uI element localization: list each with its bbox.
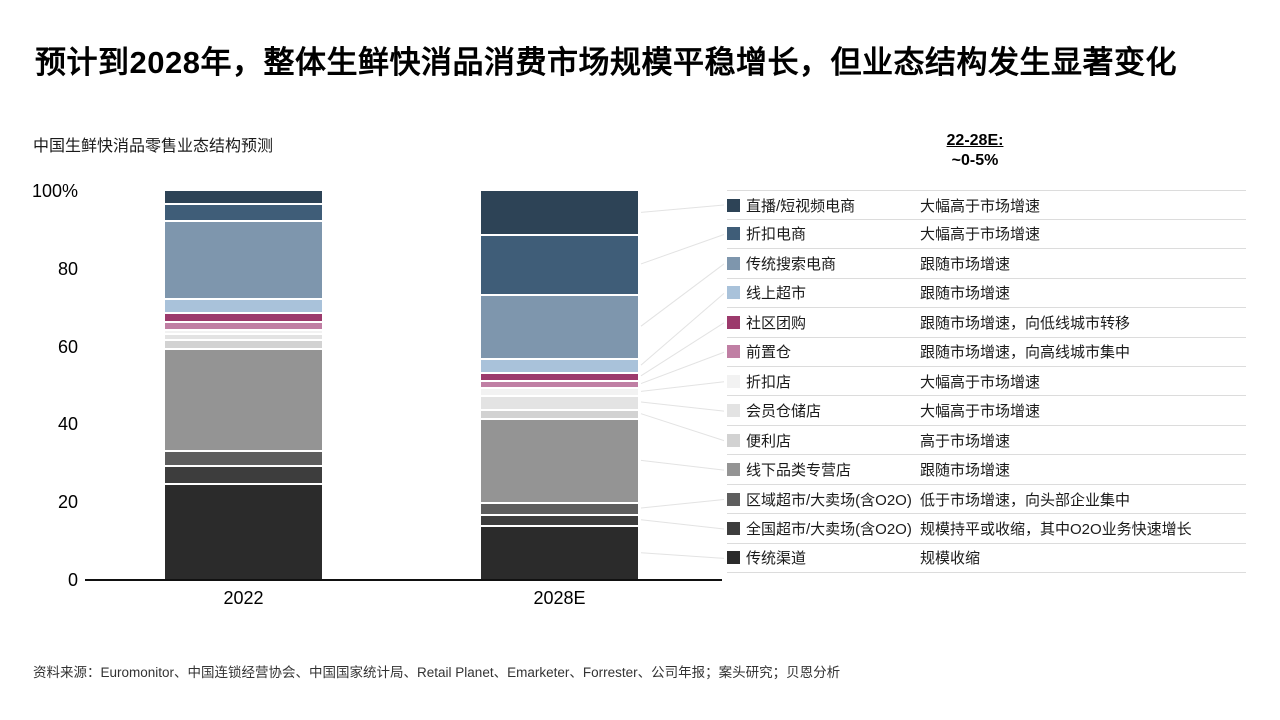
legend-swatch (727, 198, 740, 212)
legend-row: 前置仓 跟随市场增速，向高线城市集中 (727, 338, 1246, 367)
legend-growth-note: 大幅高于市场增速 (920, 403, 1041, 421)
legend-label: 直播/短视频电商 (746, 197, 856, 215)
legend-row: 直播/短视频电商 大幅高于市场增速 (727, 190, 1246, 220)
legend-row: 会员仓储店 大幅高于市场增速 (727, 396, 1246, 426)
bar-segment (165, 332, 322, 339)
y-tick-label: 80 (57, 258, 78, 279)
growth-note-label: 22-28E: (946, 132, 1004, 149)
legend-growth-note: 规模收缩 (920, 550, 981, 568)
bar-segment (165, 338, 322, 349)
bar-segment (481, 233, 638, 295)
y-tick-label: 20 (57, 492, 78, 513)
legend-growth-note: 大幅高于市场增速 (920, 197, 1041, 215)
legend-swatch (727, 463, 740, 477)
legend-swatch (727, 404, 740, 418)
bar-segment (481, 191, 638, 234)
x-axis-label: 2028E (533, 588, 586, 608)
bar-segment (481, 502, 638, 514)
legend-row: 折扣电商 大幅高于市场增速 (727, 220, 1246, 250)
legend-label: 前置仓 (746, 344, 792, 362)
bar-segment (481, 525, 638, 580)
legend-swatch (727, 256, 740, 270)
bar-segment (165, 202, 322, 221)
chart-subtitle: 中国生鲜快消品零售业态结构预测 (33, 138, 274, 155)
bar-segment (165, 297, 322, 312)
legend-row: 折扣店 大幅高于市场增速 (727, 367, 1246, 397)
bar-2022 (165, 191, 322, 580)
legend-growth-note: 大幅高于市场增速 (920, 226, 1041, 244)
legend-label: 折扣店 (746, 373, 792, 391)
legend-swatch (727, 374, 740, 388)
legend-swatch (727, 551, 740, 565)
legend-label: 便利店 (746, 432, 792, 450)
bar-segment (481, 408, 638, 419)
legend-label: 折扣电商 (746, 226, 807, 244)
bar-segment (165, 220, 322, 298)
bar-segment (481, 358, 638, 372)
y-axis: 100% 80 60 40 20 0 (0, 0, 78, 720)
legend-label: 传统搜索电商 (746, 255, 837, 273)
bar-segment (165, 348, 322, 450)
y-tick-label: 100% (31, 181, 78, 201)
bar-segment (481, 294, 638, 359)
legend-growth-note: 大幅高于市场增速 (920, 373, 1041, 391)
source-note: 资料来源：Euromonitor、中国连锁经营协会、中国国家统计局、Retail… (33, 665, 841, 680)
legend-row: 线上超市 跟随市场增速 (727, 279, 1246, 309)
legend-growth-note: 跟随市场增速 (920, 285, 1011, 303)
legend-row: 传统搜索电商 跟随市场增速 (727, 249, 1246, 279)
legend-swatch (727, 315, 740, 329)
bar-segment (165, 449, 322, 466)
bar-segment (481, 513, 638, 526)
legend-swatch (727, 521, 740, 535)
legend-swatch (727, 433, 740, 447)
legend-label: 线下品类专营店 (746, 462, 852, 480)
legend-row: 线下品类专营店 跟随市场增速 (727, 455, 1246, 485)
legend-row: 社区团购 跟随市场增速，向低线城市转移 (727, 308, 1246, 338)
legend-swatch (727, 345, 740, 359)
legend-row: 便利店 高于市场增速 (727, 426, 1246, 456)
bar-segment (165, 311, 322, 322)
legend-growth-note: 规模持平或收缩，其中O2O业务快速增长 (920, 520, 1192, 538)
legend-row: 传统渠道 规模收缩 (727, 544, 1246, 574)
legend: 直播/短视频电商 大幅高于市场增速 折扣电商 大幅高于市场增速 传统搜索电商 跟随市场增速… (727, 0, 1246, 720)
page-title: 预计到2028年，整体生鲜快消品消费市场规模平稳增长，但业态结构发生显著变化 (35, 45, 1177, 80)
bar-segment (481, 387, 638, 396)
bar-segment (165, 465, 322, 483)
bar-segment (481, 371, 638, 380)
legend-label: 传统渠道 (746, 550, 807, 568)
legend-label: 线上超市 (746, 285, 807, 303)
legend-row: 区域超市/大卖场(含O2O) 低于市场增速，向头部企业集中 (727, 485, 1246, 515)
bar-2028E (481, 191, 638, 580)
legend-growth-note: 跟随市场增速 (920, 462, 1011, 480)
legend-growth-note: 高于市场增速 (920, 432, 1011, 450)
bar-segment (165, 321, 322, 330)
legend-swatch (727, 492, 740, 506)
growth-note-value: ~0-5% (951, 152, 999, 169)
bar-segment (481, 418, 638, 503)
bar-segment (481, 379, 638, 388)
bar-segment (481, 395, 638, 409)
legend-label: 会员仓储店 (746, 403, 822, 421)
bar-segment (165, 482, 322, 580)
y-tick-label: 0 (67, 570, 78, 590)
legend-growth-note: 跟随市场增速，向低线城市转移 (920, 314, 1131, 332)
y-tick-label: 40 (57, 414, 78, 435)
legend-label: 区域超市/大卖场(含O2O) (746, 491, 912, 509)
y-tick-label: 60 (57, 336, 78, 357)
x-axis-label: 2022 (223, 588, 264, 608)
x-axis-line (85, 579, 722, 581)
legend-label: 社区团购 (746, 314, 807, 332)
legend-growth-note: 低于市场增速，向头部企业集中 (920, 491, 1131, 509)
legend-row: 全国超市/大卖场(含O2O) 规模持平或收缩，其中O2O业务快速增长 (727, 514, 1246, 544)
legend-growth-note: 跟随市场增速 (920, 255, 1011, 273)
growth-note: 22-28E: ~0-5% (880, 132, 1070, 170)
bar-segment (165, 329, 322, 333)
legend-swatch (727, 227, 740, 241)
legend-growth-note: 跟随市场增速，向高线城市集中 (920, 344, 1131, 362)
legend-swatch (727, 286, 740, 300)
legend-label: 全国超市/大卖场(含O2O) (746, 520, 912, 538)
bar-segment (165, 191, 322, 203)
